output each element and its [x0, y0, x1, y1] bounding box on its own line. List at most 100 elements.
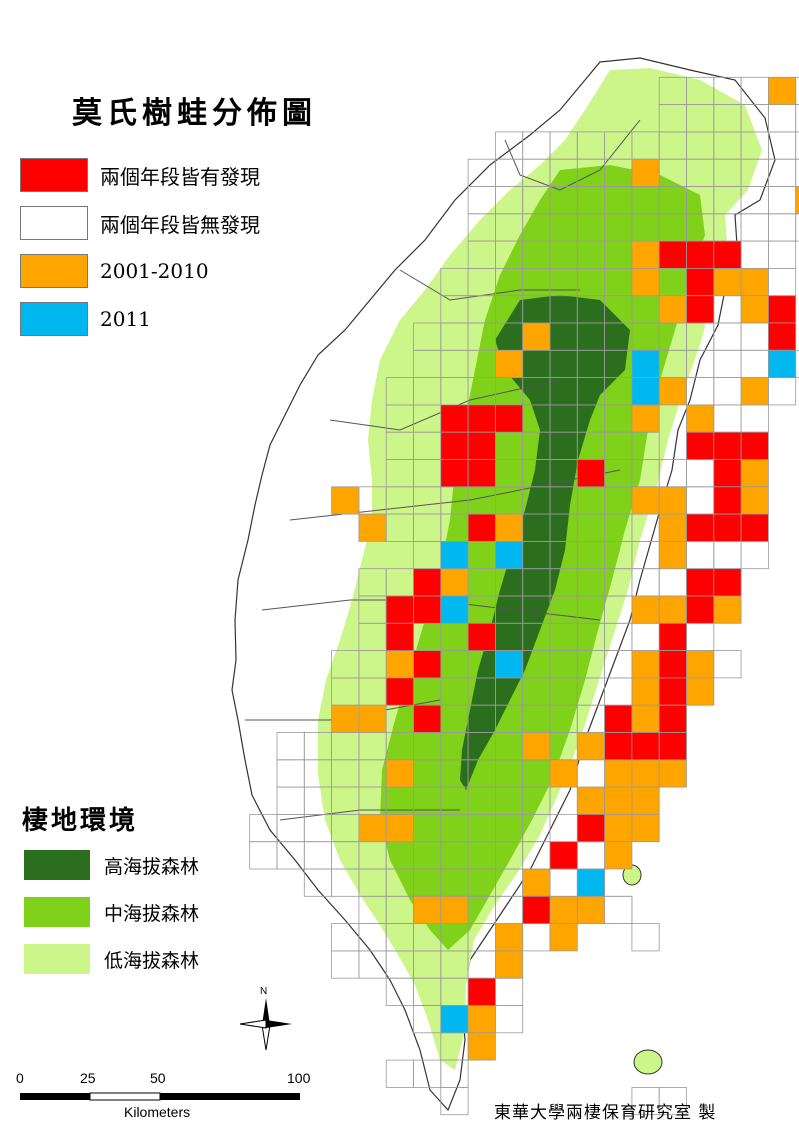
- grid-cell-2001-2010: [658, 759, 687, 788]
- grid-cell-none-found: [795, 104, 799, 133]
- grid-cell-none-found: [331, 950, 360, 979]
- grid-cell-2001-2010: [358, 814, 387, 843]
- legend-label-both-found: 兩個年段皆有發現: [100, 164, 260, 189]
- habitat-item-high: 高海拔森林: [24, 850, 199, 880]
- grid-cell-none-found: [576, 841, 605, 870]
- grid-cell-none-found: [686, 459, 715, 488]
- grid-cell-both-found: [658, 622, 687, 651]
- grid-cell-both-found: [467, 404, 496, 433]
- grid-cell-2001-2010: [522, 868, 551, 897]
- legend-swatch-2001-2010: [20, 254, 88, 288]
- grid-cell-none-found: [713, 322, 742, 351]
- grid-cell-2001-2010: [658, 595, 687, 624]
- grid-cell-2001-2010: [549, 923, 578, 952]
- grid-cell-2001-2010: [631, 786, 660, 815]
- grid-cell-both-found: [658, 732, 687, 761]
- grid-cell-none-found: [713, 541, 742, 570]
- north-arrow-icon: [239, 998, 292, 1051]
- grid-cell-none-found: [658, 1087, 687, 1116]
- grid-cell-2001-2010: [549, 759, 578, 788]
- grid-cell-2001-2010: [631, 404, 660, 433]
- grid-cell-2011: [768, 349, 797, 378]
- grid-cell-2001-2010: [686, 650, 715, 679]
- grid-cell-both-found: [549, 841, 578, 870]
- grid-cell-both-found: [658, 240, 687, 269]
- grid-cell-2011: [494, 650, 524, 679]
- grid-cell-both-found: [686, 295, 715, 324]
- grid-cell-2001-2010: [740, 295, 769, 324]
- grid-cell-both-found: [413, 595, 442, 624]
- grid-cell-none-found: [713, 377, 742, 406]
- legend-swatch-both-found: [20, 158, 88, 192]
- grid-cell-none-found: [713, 650, 742, 679]
- grid-cell-2001-2010: [631, 814, 660, 843]
- grid-cell-2001-2010: [658, 377, 687, 406]
- scale-tick-0: 0: [16, 1070, 24, 1086]
- habitat-item-low: 低海拔森林: [24, 944, 199, 974]
- grid-cell-2001-2010: [440, 895, 469, 924]
- legend-label-2001-2010: 2001-2010: [100, 259, 209, 283]
- grid-cell-2001-2010: [631, 267, 660, 297]
- grid-cell-2001-2010: [631, 677, 660, 706]
- grid-cell-both-found: [604, 732, 633, 761]
- grid-cell-both-found: [686, 240, 715, 269]
- grid-cell-none-found: [795, 213, 799, 242]
- grid-cell-2011: [440, 1005, 469, 1034]
- grid-cell-2001-2010: [713, 267, 742, 297]
- grid-cell-none-found: [686, 541, 715, 570]
- grid-cell-2001-2010: [658, 295, 687, 324]
- habitat-swatch-mid: [24, 897, 90, 927]
- grid-cell-both-found: [740, 513, 769, 542]
- orchid-island: [633, 1049, 663, 1075]
- grid-cell-none-found: [631, 923, 660, 952]
- grid-cell-none-found: [795, 131, 799, 160]
- grid-cell-both-found: [740, 431, 769, 460]
- grid-cell-both-found: [385, 622, 414, 651]
- grid-cell-both-found: [713, 513, 742, 542]
- grid-cell-both-found: [467, 431, 496, 460]
- grid-cell-2001-2010: [494, 923, 524, 952]
- grid-cell-both-found: [713, 486, 742, 515]
- legend-item-both-found: 兩個年段皆有發現: [20, 158, 260, 192]
- grid-cell-2001-2010: [658, 513, 687, 542]
- grid-cell-2001-2010: [713, 595, 742, 624]
- grid-cell-2001-2010: [413, 895, 442, 924]
- grid-cell-2011: [631, 377, 660, 406]
- grid-cell-none-found: [713, 349, 742, 378]
- grid-cell-both-found: [713, 240, 742, 269]
- grid-cell-none-found: [768, 186, 797, 215]
- grid-cell-none-found: [740, 240, 769, 269]
- grid-cell-both-found: [522, 895, 551, 924]
- north-label: N: [260, 986, 268, 997]
- grid-cell-2001-2010: [440, 568, 469, 597]
- scale-bar: [20, 1092, 300, 1101]
- grid-cell-both-found: [413, 704, 442, 733]
- grid-cell-2001-2010: [576, 895, 605, 924]
- grid-cell-2001-2010: [631, 704, 660, 733]
- grid-cell-both-found: [713, 459, 742, 488]
- grid-cell-2001-2010: [494, 349, 524, 378]
- scale-unit-label: Kilometers: [124, 1104, 191, 1120]
- grid-cell-2001-2010: [358, 513, 387, 542]
- grid-cell-2011: [440, 595, 469, 624]
- grid-cell-2001-2010: [467, 1032, 496, 1061]
- grid-cell-none-found: [549, 868, 578, 897]
- grid-cell-2001-2010: [768, 76, 797, 106]
- grid-cell-none-found: [768, 104, 797, 133]
- habitat-legend: 高海拔森林 中海拔森林 低海拔森林: [24, 850, 199, 991]
- grid-cell-none-found: [740, 541, 769, 570]
- habitat-label-mid: 中海拔森林: [104, 902, 200, 925]
- grid-cell-both-found: [604, 704, 633, 733]
- grid-cell-2001-2010: [522, 322, 551, 351]
- grid-cell-none-found: [795, 158, 799, 187]
- map-title: 莫氏樹蛙分佈圖: [72, 96, 317, 131]
- habitat-item-mid: 中海拔森林: [24, 897, 199, 927]
- scale-tick-50: 50: [150, 1070, 166, 1086]
- grid-cell-2001-2010: [494, 950, 524, 979]
- grid-cell-none-found: [604, 895, 633, 924]
- habitat-swatch-low: [24, 944, 90, 974]
- grid-cell-none-found: [631, 622, 660, 651]
- grid-cell-both-found: [576, 459, 605, 488]
- grid-cell-none-found: [768, 213, 797, 242]
